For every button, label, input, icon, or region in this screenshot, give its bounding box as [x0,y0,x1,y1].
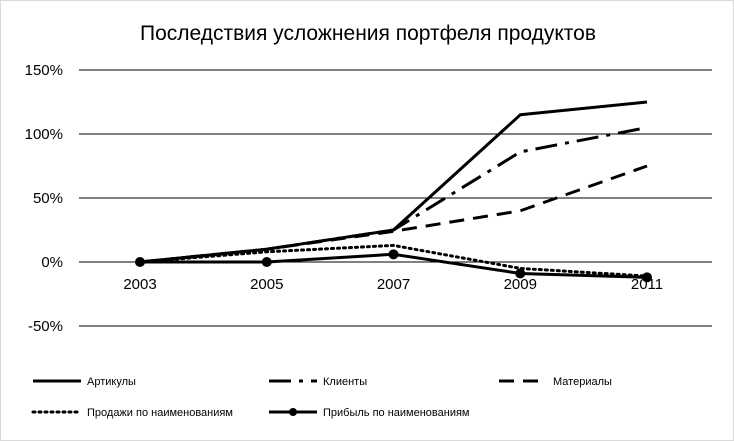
legend-label: Продажи по наименованиям [87,407,233,419]
y-tick-label: 50% [33,190,63,207]
y-tick-label: -50% [28,318,63,335]
x-tick-label: 2009 [504,276,537,293]
series-line [139,100,648,264]
legend-entry: Продажи по наименованиям [31,407,233,419]
chart-title: Последствия усложнения портфеля продукто… [140,22,596,45]
legend-entry: Прибыль по наименованиям [269,407,470,419]
x-tick-label: 2005 [250,276,283,293]
x-tick-label: 2011 [631,276,663,293]
legend-entry: Артикулы [33,376,136,388]
data-point [261,257,272,267]
y-tick-label: 100% [25,126,63,143]
x-tick-label: 2007 [377,276,410,293]
legend-label: Материалы [553,376,612,388]
data-point [135,257,145,267]
series-line [138,243,649,278]
legend-label: Артикулы [87,376,136,388]
x-tick-label: 2003 [123,276,156,293]
series-line [139,126,648,264]
y-tick-label: 150% [25,62,63,79]
legend-marker [289,408,297,416]
data-point [515,268,526,279]
legend-label: Прибыль по наименованиям [323,407,470,419]
legend-entry: Материалы [499,376,612,388]
legend-label: Клиенты [323,376,367,388]
data-point [642,272,652,283]
data-point [388,249,399,260]
legend-entry: Клиенты [269,376,367,388]
y-tick-label: 0% [41,254,63,271]
series-line [139,164,648,264]
